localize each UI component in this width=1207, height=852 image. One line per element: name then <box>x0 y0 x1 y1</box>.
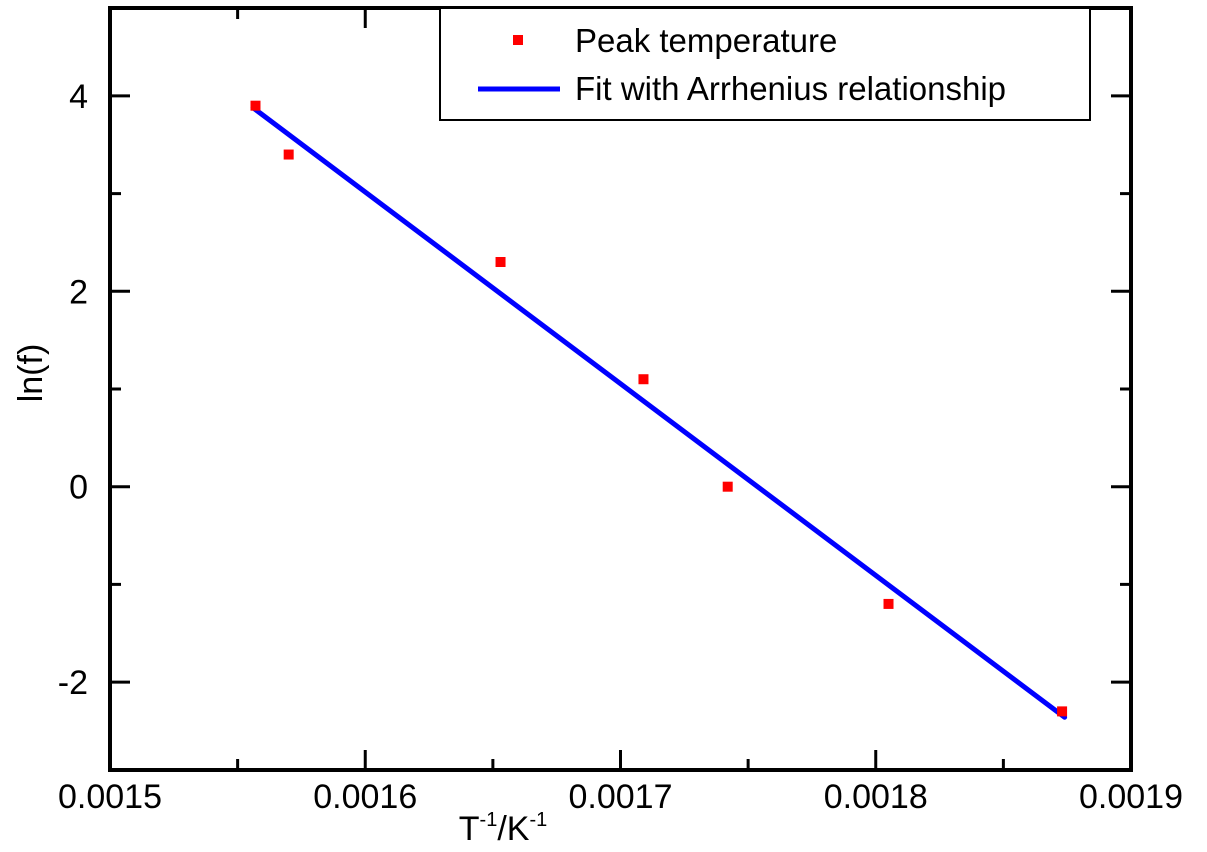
scatter-points-group <box>250 100 1068 717</box>
legend-box <box>439 7 1091 121</box>
data-point <box>495 257 506 267</box>
data-point <box>722 481 733 492</box>
x-tick-label: 0.0015 <box>58 778 162 816</box>
fit-line-group <box>250 105 1068 720</box>
y-tick-label: -2 <box>58 664 88 702</box>
fit-line <box>250 105 1068 720</box>
y-tick-label: 2 <box>69 273 88 311</box>
legend: Peak temperature Fit with Arrhenius rela… <box>439 7 1091 121</box>
legend-label-fit: Fit with Arrhenius relationship <box>575 70 1006 107</box>
y-tick-labels: -2 0 2 4 <box>58 78 88 702</box>
x-axis-title-sup1: -1 <box>480 809 498 831</box>
y-axis-title: ln(f) <box>12 344 50 403</box>
data-point <box>638 374 649 385</box>
x-axis-title: T-1/K-1 <box>459 809 548 848</box>
legend-marker-peak <box>513 35 523 45</box>
data-point <box>283 149 294 160</box>
data-point <box>1057 706 1068 717</box>
x-axis-title-sep: /K <box>497 810 529 848</box>
x-tick-label: 0.0016 <box>313 778 417 816</box>
x-axis-title-sup2: -1 <box>529 809 547 831</box>
y-tick-label: 0 <box>69 469 88 507</box>
plot-frame <box>108 6 1133 772</box>
x-tick-label: 0.0017 <box>569 778 673 816</box>
x-tick-label: 0.0019 <box>1079 778 1183 816</box>
y-tick-label: 4 <box>69 78 88 116</box>
x-axis-title-base: T <box>459 810 480 848</box>
x-tick-label: 0.0018 <box>824 778 928 816</box>
axis-ticks <box>108 8 1133 770</box>
data-point <box>250 100 261 111</box>
data-point <box>883 598 894 609</box>
legend-label-peak: Peak temperature <box>575 22 837 59</box>
x-tick-labels: 0.0015 0.0016 0.0017 0.0018 0.0019 <box>58 778 1183 816</box>
